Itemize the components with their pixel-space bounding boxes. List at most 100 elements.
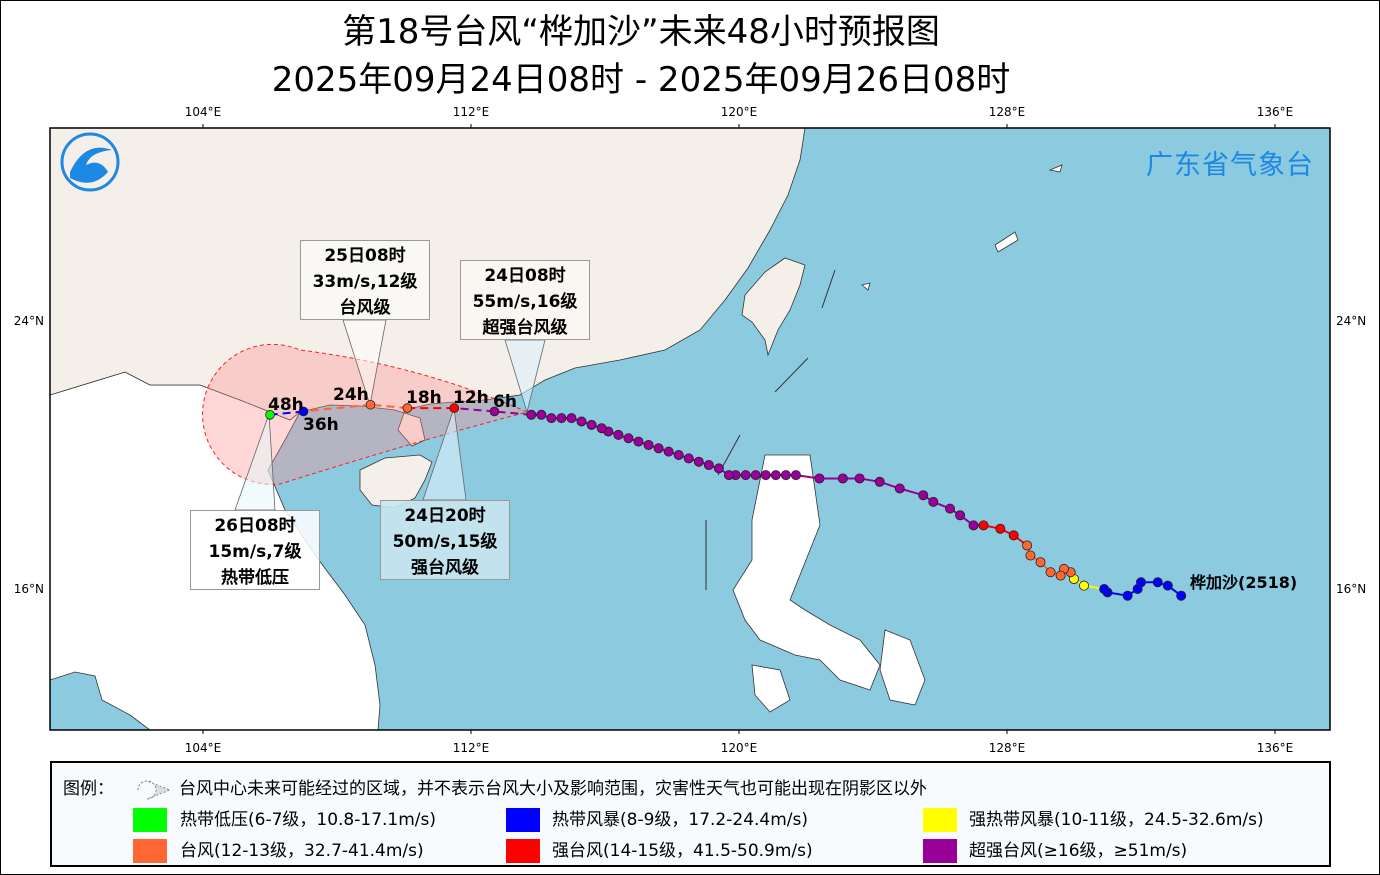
past-track-point — [1035, 557, 1046, 568]
past-track-point — [770, 470, 781, 481]
lon-tick-label-top: 120°E — [721, 105, 758, 119]
past-track-point — [536, 409, 547, 420]
callout-level: 强台风级 — [411, 558, 479, 578]
callout-time: 24日08时 — [484, 266, 566, 286]
lon-tick-label-bottom: 112°E — [453, 741, 490, 755]
callout-wind: 15m/s,7级 — [208, 542, 302, 562]
hour-label-6h: 6h — [493, 392, 517, 412]
legend-swatch-superty — [923, 839, 957, 863]
past-track-point — [894, 483, 905, 494]
past-track-point — [750, 470, 761, 481]
trench-line — [705, 269, 836, 590]
legend-cone-text: 台风中心未来可能经过的区域，并不表示台风大小及影响范围，灾害性天气也可能出现在阴… — [179, 779, 927, 799]
past-track-point — [723, 470, 734, 481]
past-track-point — [586, 419, 597, 430]
past-track-point — [740, 470, 751, 481]
lat-tick-label-right: 24°N — [1336, 314, 1366, 328]
past-track-point — [653, 443, 664, 454]
past-track-point — [1099, 584, 1110, 595]
forecast-track-segment — [370, 403, 408, 410]
past-track-point — [854, 473, 865, 484]
legend-swatch-sts — [923, 808, 957, 832]
callout-box-26-08: 26日08时 15m/s,7级 热带低压 — [190, 510, 320, 590]
legend-swatch-sty — [506, 839, 540, 863]
hour-label-24h: 24h — [333, 385, 369, 405]
callout-wind: 50m/s,15级 — [392, 532, 498, 552]
legend: 图例： 台风中心未来可能经过的区域，并不表示台风大小及影响范围，灾害性天气也可能… — [50, 761, 1331, 867]
past-track-point — [1176, 590, 1187, 601]
past-track-point — [928, 496, 939, 507]
legend-swatch-td — [133, 808, 167, 832]
callout-box-25-08: 25日08时 33m/s,12级 台风级 — [300, 240, 430, 320]
past-track-point — [633, 436, 644, 447]
land-hainan — [359, 454, 433, 509]
forecast-point-48h — [265, 409, 275, 420]
forecast-point-18h — [402, 403, 413, 413]
legend-label-sts: 强热带风暴(10-11级，24.5-32.6m/s) — [969, 810, 1264, 830]
past-track-point — [693, 456, 704, 467]
land-taiwan — [741, 257, 806, 357]
past-track-point — [1008, 530, 1019, 541]
callout-pointer-2508 — [342, 319, 387, 406]
lon-tick-label-bottom: 104°E — [185, 741, 222, 755]
map-subtitle: 2025年09月24日08时 - 2025年09月26日08时 — [271, 60, 1011, 100]
forecast-track-segment — [454, 407, 495, 413]
lat-tick-label-right: 16°N — [1336, 582, 1366, 596]
past-track-point — [955, 510, 966, 521]
legend-label-sty: 强台风(14-15级，41.5-50.9m/s) — [552, 841, 813, 861]
hour-label-36h: 36h — [303, 415, 339, 435]
callout-box-24-08: 24日08时 55m/s,16级 超强台风级 — [460, 260, 590, 340]
lon-tick-label-top: 104°E — [185, 105, 222, 119]
past-track-point — [995, 523, 1006, 534]
callout-time: 25日08时 — [324, 246, 406, 266]
past-track-point — [703, 460, 714, 471]
callout-time: 24日20时 — [404, 506, 486, 526]
past-track-point — [623, 433, 634, 444]
hour-label-48h: 48h — [268, 395, 304, 415]
past-track-point — [1025, 550, 1036, 561]
land-philippines-south — [751, 629, 926, 713]
forecast-point-6h — [489, 406, 500, 417]
callout-level: 超强台风级 — [482, 318, 568, 338]
lat-tick-label-left: 16°N — [14, 582, 44, 596]
callout-wind: 33m/s,12级 — [312, 272, 418, 292]
past-track-point — [780, 470, 791, 481]
past-track-point — [663, 446, 674, 457]
callout-time: 26日08时 — [214, 516, 296, 536]
lon-tick-label-top: 112°E — [453, 105, 490, 119]
past-track-point — [1152, 577, 1163, 588]
forecast-track-segment — [269, 410, 304, 416]
land-ryukyu — [861, 164, 1063, 291]
map-title: 第18号台风“桦加沙”未来48小时预报图 — [342, 12, 940, 52]
storm-name-label: 桦加沙(2518) — [1190, 573, 1298, 592]
legend-label-td: 热带低压(6-7级，10.8-17.1m/s) — [180, 810, 437, 830]
cone-icon — [137, 780, 172, 800]
past-track-point — [596, 423, 607, 434]
forecast-point-24h — [365, 399, 376, 410]
lon-tick-label-top: 128°E — [989, 105, 1026, 119]
past-track-point — [713, 463, 724, 474]
past-track-point — [837, 473, 848, 484]
lon-tick-label-bottom: 120°E — [721, 741, 758, 755]
hour-label-18h: 18h — [406, 388, 442, 408]
past-track-point — [643, 439, 654, 450]
legend-swatch-ts — [506, 808, 540, 832]
callout-wind: 55m/s,16级 — [472, 292, 578, 312]
hour-label-12h: 12h — [453, 388, 489, 408]
past-track-point — [945, 503, 956, 514]
past-track-point — [683, 453, 694, 464]
cma-logo — [60, 132, 120, 192]
past-track-point — [978, 520, 989, 531]
past-track-point — [576, 416, 587, 427]
map-border — [49, 127, 1331, 731]
forecast-point-36h — [298, 406, 309, 417]
past-track-point — [1122, 590, 1133, 601]
past-track-point — [1132, 584, 1143, 595]
callout-level: 台风级 — [339, 298, 391, 318]
past-track-point — [673, 449, 684, 460]
gulf-of-thailand — [50, 671, 151, 730]
lat-tick-label-left: 24°N — [14, 314, 44, 328]
lon-tick-label-bottom: 136°E — [1257, 741, 1294, 755]
lon-tick-label-top: 136°E — [1257, 105, 1294, 119]
